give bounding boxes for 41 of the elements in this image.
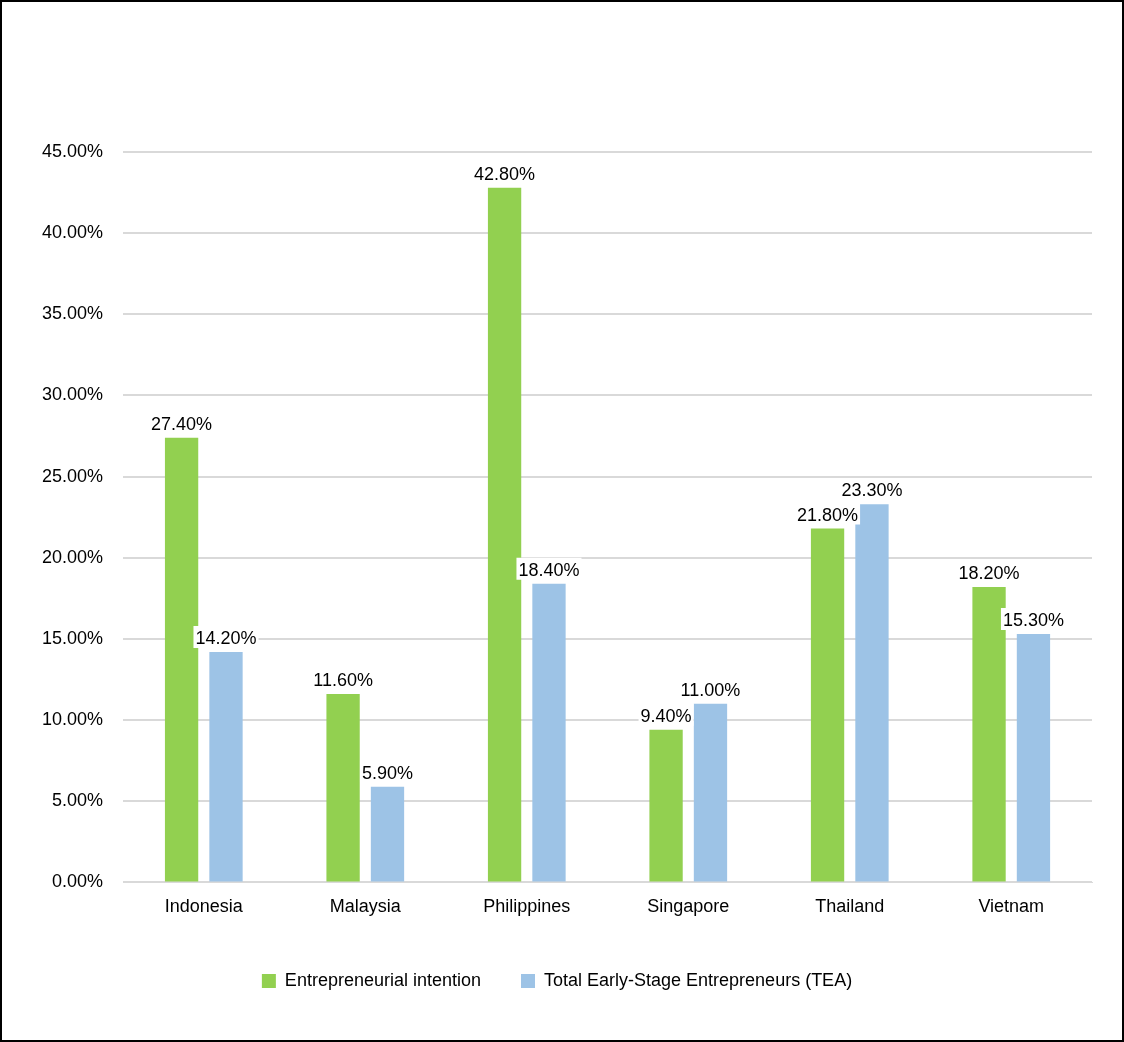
bar bbox=[810, 528, 845, 882]
legend-label: Entrepreneurial intention bbox=[284, 969, 482, 990]
data-label: 42.80% bbox=[474, 163, 536, 184]
legend-label: Total Early-Stage Entrepreneurs (TEA) bbox=[544, 969, 853, 990]
y-tick-label: 45.00% bbox=[41, 140, 104, 161]
bar bbox=[370, 786, 405, 882]
y-tick-label: 30.00% bbox=[41, 384, 104, 405]
y-tick-label: 25.00% bbox=[41, 465, 104, 486]
data-label: 11.60% bbox=[313, 670, 373, 691]
bar bbox=[164, 437, 199, 882]
bar bbox=[326, 694, 360, 882]
data-label: 5.90% bbox=[361, 762, 414, 783]
data-label: 27.40% bbox=[151, 413, 213, 434]
y-tick-label: 35.00% bbox=[41, 303, 104, 324]
data-label: 21.80% bbox=[797, 504, 859, 525]
bar bbox=[649, 729, 683, 882]
y-tick-label: 0.00% bbox=[52, 871, 104, 892]
x-tick-label: Vietnam bbox=[978, 896, 1045, 917]
bar bbox=[1016, 634, 1051, 882]
bar bbox=[209, 651, 243, 882]
bar bbox=[693, 703, 728, 882]
data-label: 11.00% bbox=[680, 679, 741, 700]
data-label: 15.30% bbox=[1002, 610, 1064, 631]
y-tick-label: 40.00% bbox=[41, 222, 104, 243]
x-tick-label: Malaysia bbox=[329, 896, 402, 917]
data-label: 18.40% bbox=[518, 559, 580, 580]
data-label: 18.20% bbox=[958, 562, 1020, 583]
bar bbox=[487, 187, 522, 882]
data-label: 14.20% bbox=[195, 627, 257, 648]
bar bbox=[972, 586, 1006, 882]
y-tick-label: 10.00% bbox=[41, 709, 104, 730]
x-tick-label: Thailand bbox=[815, 896, 885, 917]
y-tick-label: 15.00% bbox=[41, 627, 104, 648]
data-label: 23.30% bbox=[841, 480, 903, 501]
y-tick-label: 20.00% bbox=[41, 546, 104, 567]
x-tick-label: Philippines bbox=[483, 896, 571, 917]
bar bbox=[532, 583, 566, 882]
y-tick-label: 5.00% bbox=[52, 790, 104, 811]
x-tick-label: Singapore bbox=[647, 896, 730, 917]
data-label: 9.40% bbox=[640, 705, 692, 726]
x-tick-label: Indonesia bbox=[164, 896, 244, 917]
